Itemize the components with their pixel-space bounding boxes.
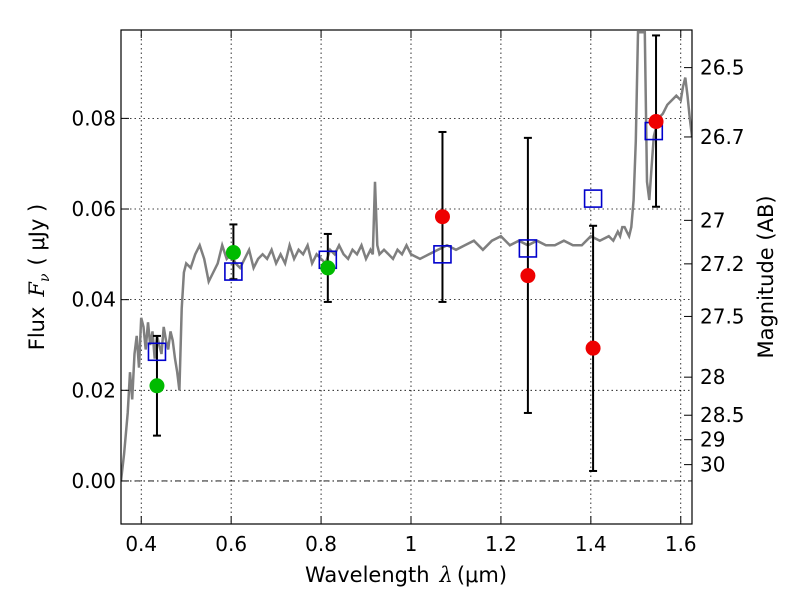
y-tick-label: 0.00 — [71, 469, 116, 493]
data-points — [147, 34, 664, 472]
observed-point — [520, 268, 536, 284]
model-photometry-square — [224, 262, 243, 281]
magnitude-tick-label: 27.2 — [700, 252, 745, 276]
x-tick-label: 0.4 — [125, 532, 157, 556]
model-photometry-square — [433, 245, 452, 264]
magnitude-tick-label: 26.7 — [700, 125, 745, 149]
axis-ticks: 0.4 0.6 0.8 1 1.2 1.4 1.6 0.00 0.02 0.04 0.06 0.08 2… — [71, 30, 745, 556]
magnitude-tick-label: 27.5 — [700, 304, 745, 328]
model-sed-line — [121, 31, 692, 482]
observed-point — [648, 114, 664, 130]
x-tick-label: 1 — [405, 532, 418, 556]
model-photometry-square — [518, 239, 538, 258]
x-tick-label: 1.6 — [665, 532, 697, 556]
observed-point — [434, 209, 450, 225]
right-axis-title: Magnitude (AB) — [754, 195, 778, 358]
y-tick-label: 0.02 — [71, 378, 116, 402]
x-tick-label: 1.4 — [575, 532, 607, 556]
y-tick-label: 0.04 — [71, 288, 116, 312]
y-tick-label: 0.08 — [71, 106, 116, 130]
magnitude-tick-label: 26.5 — [700, 56, 745, 80]
model-photometry-square — [583, 189, 603, 208]
detections-point — [320, 260, 336, 276]
detections-point — [149, 378, 165, 394]
y-tick-label: 0.06 — [71, 197, 116, 221]
magnitude-tick-label: 30 — [700, 453, 725, 477]
model-photometry-square — [147, 342, 167, 362]
magnitude-tick-label: 28.5 — [700, 403, 745, 427]
detections-point — [225, 245, 241, 261]
x-tick-label: 0.6 — [215, 532, 247, 556]
magnitude-tick-label: 28 — [700, 365, 725, 389]
y-axis-title: FluxFν( μJy ) — [25, 204, 53, 350]
magnitude-tick-label: 29 — [700, 428, 725, 452]
x-tick-label: 0.8 — [305, 532, 337, 556]
x-axis-title: Wavelength λ (μm) — [305, 563, 507, 587]
magnitude-tick-label: 27 — [700, 208, 725, 232]
observed-point — [585, 340, 601, 356]
x-tick-label: 1.2 — [485, 532, 517, 556]
plot-frame — [120, 29, 693, 525]
